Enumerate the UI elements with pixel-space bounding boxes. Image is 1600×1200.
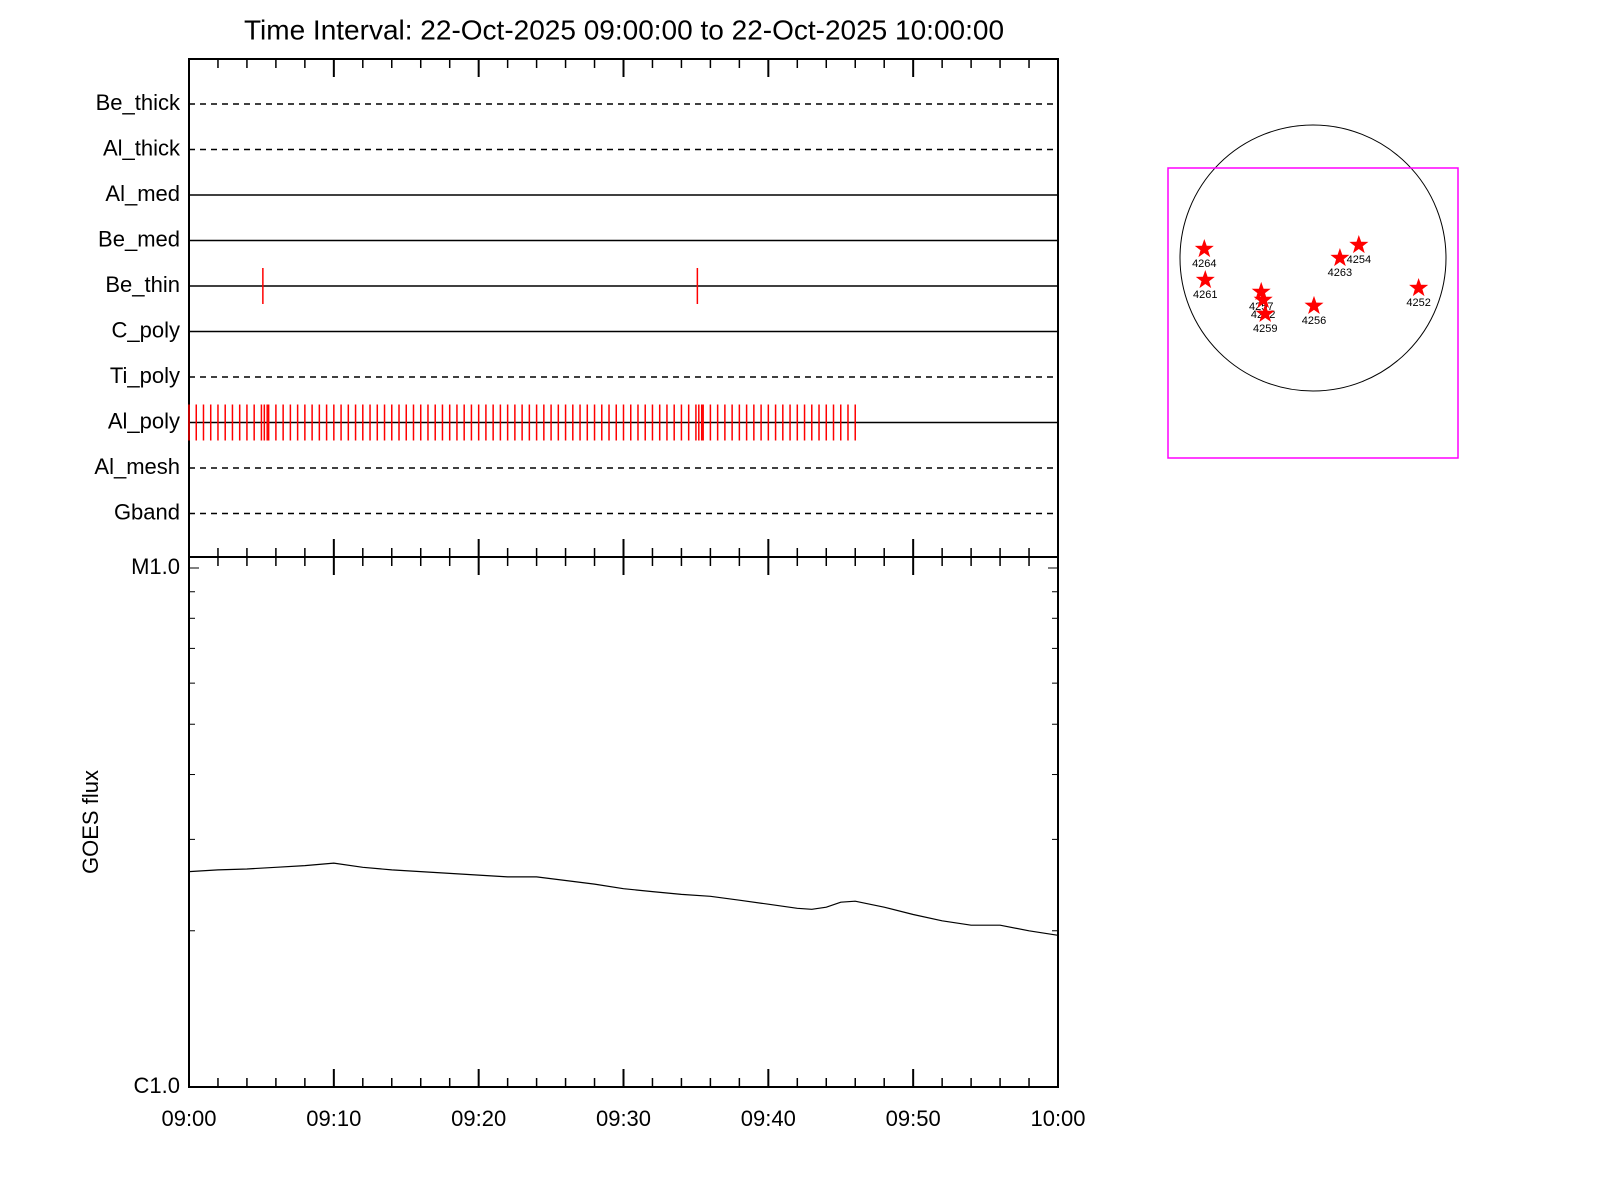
region-label: 4261 xyxy=(1193,289,1217,301)
x-tick-label: 09:30 xyxy=(596,1106,651,1131)
row-label: Al_med xyxy=(105,181,180,206)
region-star xyxy=(1255,303,1275,322)
solar-limb xyxy=(1179,124,1447,392)
region-label: 4259 xyxy=(1253,323,1277,335)
row-label: Al_mesh xyxy=(94,454,180,479)
x-tick-label: 09:20 xyxy=(451,1106,506,1131)
flux-frame xyxy=(188,556,1059,1088)
region-star xyxy=(1253,289,1273,308)
region-star xyxy=(1304,295,1324,314)
fov-box xyxy=(1167,167,1459,459)
flux-line xyxy=(188,862,1059,936)
region-label: 4252 xyxy=(1406,297,1430,309)
row-label: Ti_poly xyxy=(110,363,180,388)
x-tick-label: 09:00 xyxy=(161,1106,216,1131)
region-label: 4256 xyxy=(1302,315,1326,327)
region-label: 4254 xyxy=(1347,254,1371,266)
region-star xyxy=(1194,239,1214,258)
row-label: Be_thin xyxy=(105,272,180,297)
region-star xyxy=(1251,281,1271,300)
x-tick-label: 09:50 xyxy=(886,1106,941,1131)
region-star xyxy=(1349,235,1369,254)
y-tick-label: C1.0 xyxy=(134,1073,180,1098)
region-star xyxy=(1330,248,1350,267)
region-label: 4264 xyxy=(1192,258,1216,270)
y-tick-label: M1.0 xyxy=(131,554,180,579)
region-star xyxy=(1409,278,1429,297)
row-label: C_poly xyxy=(112,317,180,342)
region-label: 4263 xyxy=(1328,267,1352,279)
region-star xyxy=(1195,270,1215,289)
row-label: Be_med xyxy=(98,226,180,251)
row-label: Al_poly xyxy=(108,408,180,433)
y-axis-label: GOES flux xyxy=(78,770,103,874)
x-tick-label: 09:40 xyxy=(741,1106,796,1131)
event-frame xyxy=(188,58,1059,558)
row-label: Al_thick xyxy=(103,135,181,160)
row-label: Be_thick xyxy=(96,90,181,115)
x-tick-label: 10:00 xyxy=(1030,1106,1085,1131)
x-tick-label: 09:10 xyxy=(306,1106,361,1131)
chart-title: Time Interval: 22-Oct-2025 09:00:00 to 2… xyxy=(244,14,1004,45)
row-label: Gband xyxy=(114,499,180,524)
